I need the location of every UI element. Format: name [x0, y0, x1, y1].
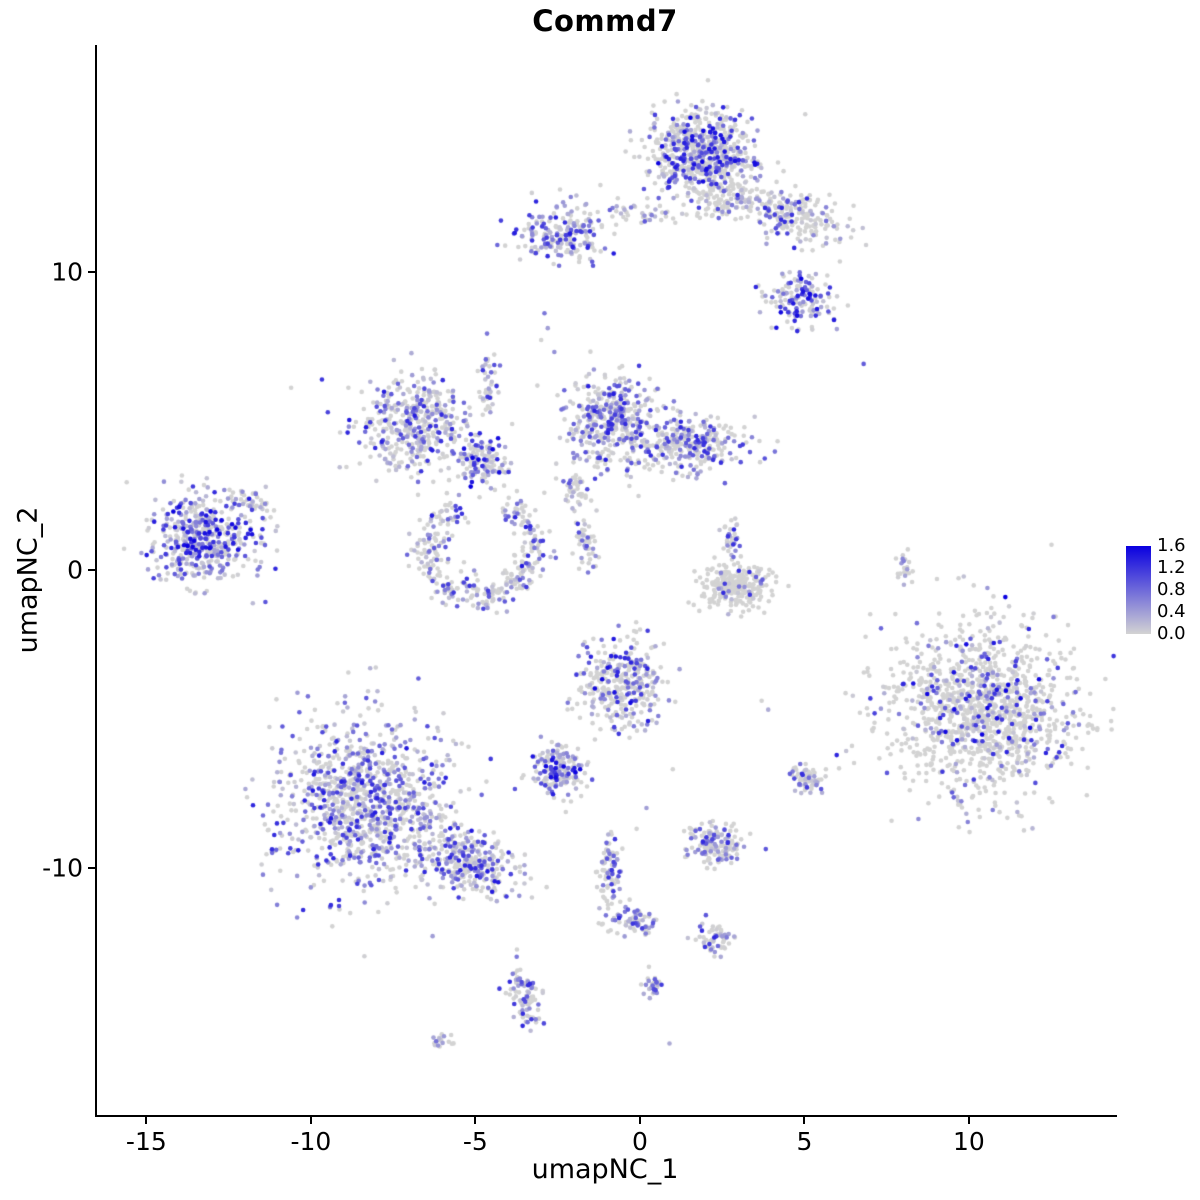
- y-tick-mark: [88, 866, 97, 869]
- y-tick-label: 10: [51, 257, 83, 287]
- y-tick-label: 0: [67, 555, 83, 585]
- legend-tick-label: 0.8: [1157, 579, 1186, 600]
- x-tick-label: -15: [125, 1127, 167, 1156]
- legend-labels: 1.6 1.2 0.8 0.4 0.0: [1157, 537, 1198, 643]
- x-tick-label: 0: [631, 1127, 648, 1156]
- x-tick-label: 10: [953, 1127, 985, 1156]
- plot-panel: -15 -10 -5 0 5 10 -10 0 10: [42, 45, 1117, 1154]
- legend-tick-label: 0.0: [1157, 623, 1186, 644]
- x-tick-mark: [309, 1115, 312, 1124]
- x-tick-mark: [967, 1115, 970, 1124]
- y-tick-label: -10: [42, 853, 83, 883]
- legend-tick-label: 0.4: [1157, 601, 1186, 622]
- legend-tick-label: 1.6: [1157, 535, 1186, 556]
- x-tick-mark: [474, 1115, 477, 1124]
- page-title: Commd7: [532, 4, 678, 38]
- legend-colorbar: [1126, 546, 1151, 634]
- x-tick-label: -5: [462, 1127, 488, 1156]
- x-tick-mark: [638, 1115, 641, 1124]
- y-tick-mark: [88, 568, 97, 571]
- umap-canvas: [97, 45, 1117, 1115]
- x-tick-label: -10: [290, 1127, 332, 1156]
- y-axis-title: umapNC_2: [12, 506, 44, 654]
- x-axis-title: umapNC_1: [531, 1154, 679, 1185]
- expression-colorbar-legend: 1.6 1.2 0.8 0.4 0.0: [1126, 537, 1198, 643]
- x-tick-label: 5: [796, 1127, 813, 1156]
- y-tick-mark: [88, 270, 97, 273]
- x-tick-mark: [145, 1115, 148, 1124]
- legend-tick-label: 1.2: [1157, 557, 1186, 578]
- x-tick-mark: [803, 1115, 806, 1124]
